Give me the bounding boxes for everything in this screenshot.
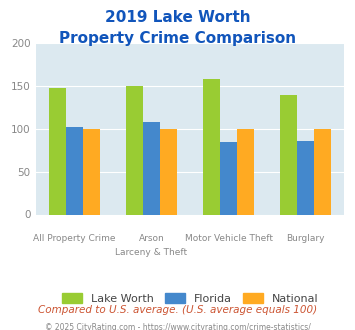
Bar bbox=[203, 79, 220, 214]
Text: Property Crime Comparison: Property Crime Comparison bbox=[59, 31, 296, 46]
Bar bbox=[297, 141, 314, 214]
Text: Burglary: Burglary bbox=[286, 234, 325, 243]
Bar bbox=[237, 129, 254, 214]
Text: All Property Crime: All Property Crime bbox=[33, 234, 115, 243]
Bar bbox=[160, 129, 177, 214]
Text: 2019 Lake Worth: 2019 Lake Worth bbox=[105, 10, 250, 25]
Bar bbox=[143, 122, 160, 214]
Legend: Lake Worth, Florida, National: Lake Worth, Florida, National bbox=[57, 289, 323, 308]
Text: Larceny & Theft: Larceny & Theft bbox=[115, 248, 187, 257]
Bar bbox=[83, 129, 100, 214]
Bar bbox=[49, 88, 66, 214]
Bar bbox=[220, 143, 237, 214]
Bar bbox=[66, 127, 83, 214]
Text: Motor Vehicle Theft: Motor Vehicle Theft bbox=[185, 234, 273, 243]
Text: © 2025 CityRating.com - https://www.cityrating.com/crime-statistics/: © 2025 CityRating.com - https://www.city… bbox=[45, 323, 310, 330]
Text: Arson: Arson bbox=[138, 234, 164, 243]
Bar bbox=[126, 86, 143, 214]
Bar bbox=[314, 129, 331, 214]
Text: Compared to U.S. average. (U.S. average equals 100): Compared to U.S. average. (U.S. average … bbox=[38, 305, 317, 315]
Bar bbox=[280, 95, 297, 214]
